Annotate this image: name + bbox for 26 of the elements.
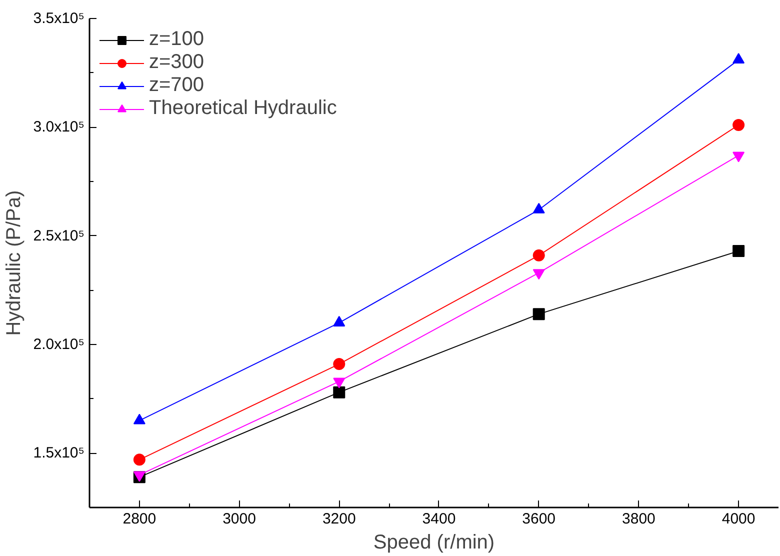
point — [133, 454, 146, 466]
point — [333, 358, 346, 370]
y-tick-label: 2.5x10⁵ — [33, 227, 85, 244]
x-tick-label: 3400 — [422, 510, 456, 528]
x-tick-label: 3000 — [222, 510, 256, 528]
point — [532, 249, 545, 262]
legend-label: z=700 — [149, 74, 204, 97]
point — [532, 308, 545, 320]
x-tick-label: 3200 — [322, 510, 356, 528]
legend-label: Theoretical Hydraulic — [149, 97, 337, 120]
point — [333, 386, 346, 398]
y-tick-label: 1.5x10⁵ — [33, 444, 85, 462]
x-tick-label: 4000 — [722, 510, 756, 528]
y-tick-label: 2.0x10⁵ — [33, 336, 85, 353]
y-tick-label: 3.0x10⁵ — [33, 118, 85, 136]
point — [333, 378, 346, 388]
x-tick-label: 3800 — [622, 510, 656, 528]
legend-label: z=300 — [149, 51, 204, 74]
x-tick-label: 2800 — [122, 510, 156, 528]
x-tick-label: 3600 — [522, 510, 556, 528]
legend-label: z=100 — [149, 28, 204, 51]
y-tick-label: 3.5x10⁵ — [33, 10, 85, 27]
point — [732, 119, 745, 131]
y-axis-title: Hydraulic (P/Pa) — [3, 190, 26, 336]
x-axis-title: Speed (r/min) — [373, 532, 495, 554]
point — [732, 245, 745, 258]
